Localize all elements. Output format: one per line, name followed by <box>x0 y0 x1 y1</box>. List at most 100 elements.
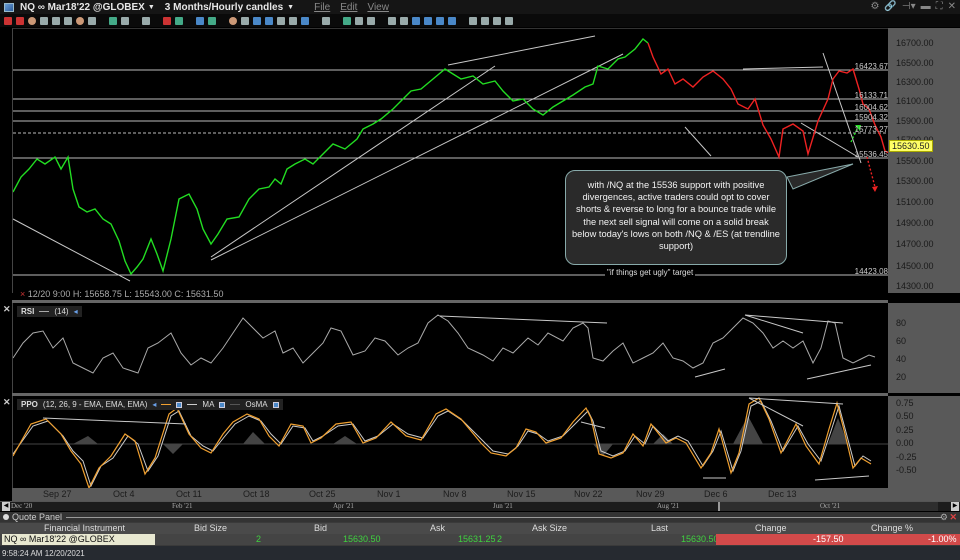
trend-icon[interactable] <box>343 16 351 25</box>
last-price-tag: 15630.50 <box>889 140 933 152</box>
fib-icon[interactable] <box>355 16 363 25</box>
crosshair-icon[interactable] <box>16 16 24 25</box>
symbol-dropdown-icon[interactable]: ▼ <box>147 3 155 11</box>
col-header[interactable]: Change % <box>871 523 914 533</box>
breakdown-arrow <box>866 156 876 188</box>
fan-icon[interactable] <box>367 16 375 25</box>
date-tick: Nov 22 <box>574 489 603 499</box>
panel-settings-icon[interactable]: ⚙ <box>939 511 948 522</box>
print-icon[interactable] <box>52 16 60 25</box>
ppo-settings-icon[interactable]: ◂ <box>152 400 157 409</box>
paint-icon[interactable] <box>64 16 72 25</box>
pane-divider[interactable] <box>12 300 888 303</box>
arrow-icon[interactable] <box>301 16 309 25</box>
price-tick: 14900.00 <box>896 218 934 228</box>
close-rsi-icon[interactable]: ✕ <box>3 304 11 314</box>
symbol-selector[interactable]: NQ ∞ Mar18'22 @GLOBEX <box>20 1 145 13</box>
bars-icon[interactable] <box>40 16 48 25</box>
ppo-tick: 0.25 <box>896 425 914 435</box>
menu-view[interactable]: View <box>367 1 389 13</box>
scroll-left-icon[interactable]: ◀ <box>2 502 10 511</box>
pane-divider[interactable] <box>12 393 888 396</box>
link-icon[interactable]: 🔗 <box>884 1 897 12</box>
timeline-overview-scrollbar[interactable]: ◀ Dec '20 Feb '21 Apr '21 Jun '21 Aug '2… <box>0 501 960 511</box>
dropdown-icon[interactable] <box>322 16 330 25</box>
minimize-icon[interactable]: ▬ <box>920 1 931 12</box>
col-header[interactable]: Ask Size <box>532 523 568 533</box>
undo-icon[interactable] <box>277 16 285 25</box>
date-axis[interactable]: Sep 27 Oct 4 Oct 11 Oct 18 Oct 25 Nov 1 … <box>12 488 888 501</box>
pin-icon[interactable]: ⊣▾ <box>901 1 916 12</box>
ppo-visible-checkbox[interactable] <box>176 401 183 408</box>
col-header[interactable]: Bid <box>314 523 328 533</box>
indicator-icon[interactable] <box>208 16 216 25</box>
ohlc-close-icon[interactable]: × <box>20 289 26 299</box>
price-tick: 14500.00 <box>896 261 934 271</box>
ppo-legend[interactable]: PPO (12, 26, 9 - EMA, EMA, EMA) ◂ MA OsM… <box>17 399 283 410</box>
price-tick: 15300.00 <box>896 176 934 186</box>
pan-right-icon[interactable] <box>424 16 432 25</box>
ppo-tick: 0.00 <box>896 438 914 448</box>
bar-style-icon[interactable] <box>175 16 183 25</box>
quote-panel-header[interactable]: Quote Panel ⚙ ✕ <box>0 512 960 522</box>
chart-app-icon <box>4 2 14 12</box>
cursor-icon[interactable] <box>241 16 249 25</box>
price-axis[interactable]: 16700.00 16500.00 16300.00 16100.00 1590… <box>888 28 960 293</box>
close-chart-icon[interactable] <box>4 16 12 25</box>
trendlines <box>13 35 862 282</box>
menu-edit[interactable]: Edit <box>340 1 358 13</box>
price-chart-pane[interactable]: 16423.67 16133.71 16004.62 15904.32 1577… <box>12 28 889 293</box>
col-header[interactable]: Financial Instrument <box>44 523 126 533</box>
dropdown-icon[interactable] <box>142 16 150 25</box>
zoom-in-icon[interactable] <box>388 16 396 25</box>
level-label: 16133.71 <box>854 91 888 100</box>
target-icon[interactable] <box>229 16 237 25</box>
col-header[interactable]: Last <box>651 523 669 533</box>
osma-visible-checkbox[interactable] <box>272 401 279 408</box>
circle-icon[interactable] <box>76 16 84 25</box>
close-icon[interactable]: ✕ <box>947 1 956 12</box>
collapse-icon[interactable] <box>3 514 9 520</box>
rsi-pane[interactable]: RSI (14) ◂ <box>12 303 888 393</box>
date-tick: Dec 6 <box>704 489 728 499</box>
scroll-right-icon[interactable]: ▶ <box>951 502 959 511</box>
wrench-icon[interactable] <box>493 16 501 25</box>
chart-layout-selector[interactable]: 3 Months/Hourly candles <box>164 1 284 13</box>
mountain-icon[interactable] <box>196 16 204 25</box>
rsi-settings-icon[interactable]: ◂ <box>73 307 78 316</box>
menu-file[interactable]: File <box>314 1 331 13</box>
col-header[interactable]: Change <box>755 523 787 533</box>
dropdown-icon[interactable] <box>505 16 513 25</box>
ppo-tick: 0.50 <box>896 411 914 421</box>
pointer-icon[interactable] <box>28 16 36 25</box>
settings-icon[interactable]: ⚙ <box>870 1 880 12</box>
layout-dropdown-icon[interactable]: ▼ <box>287 3 295 11</box>
title-bar: NQ ∞ Mar18'22 @GLOBEX ▼ 3 Months/Hourly … <box>0 0 960 14</box>
refresh-icon[interactable] <box>481 16 489 25</box>
panel-close-icon[interactable]: ✕ <box>949 511 957 522</box>
close-ppo-icon[interactable]: ✕ <box>3 397 11 407</box>
ppo-pane[interactable]: PPO (12, 26, 9 - EMA, EMA, EMA) ◂ MA OsM… <box>12 396 889 488</box>
draw-line-icon[interactable] <box>163 16 171 25</box>
contract-icon[interactable] <box>448 16 456 25</box>
price-tick: 14300.00 <box>896 281 934 291</box>
pan-left-icon[interactable] <box>412 16 420 25</box>
rsi-tick: 40 <box>896 354 907 364</box>
ma-visible-checkbox[interactable] <box>219 401 226 408</box>
zoom-out-icon[interactable] <box>400 16 408 25</box>
redo-icon[interactable] <box>289 16 297 25</box>
alert-icon[interactable] <box>469 16 477 25</box>
quote-row[interactable]: NQ ∞ Mar18'22 @GLOBEX 2 15630.50 15631.2… <box>0 534 960 545</box>
note-icon[interactable] <box>265 16 273 25</box>
instrument-cell[interactable]: NQ ∞ Mar18'22 @GLOBEX <box>2 534 155 545</box>
col-header[interactable]: Ask <box>430 523 446 533</box>
maximize-icon[interactable]: ⛶ <box>935 1 943 12</box>
chart-type-icon[interactable] <box>109 16 117 25</box>
grid-icon[interactable] <box>121 16 129 25</box>
rsi-legend[interactable]: RSI (14) ◂ <box>17 306 82 317</box>
overview-thumb[interactable] <box>718 502 938 511</box>
snapshot-icon[interactable] <box>88 16 96 25</box>
text-icon[interactable] <box>253 16 261 25</box>
expand-icon[interactable] <box>436 16 444 25</box>
col-header[interactable]: Bid Size <box>194 523 228 533</box>
